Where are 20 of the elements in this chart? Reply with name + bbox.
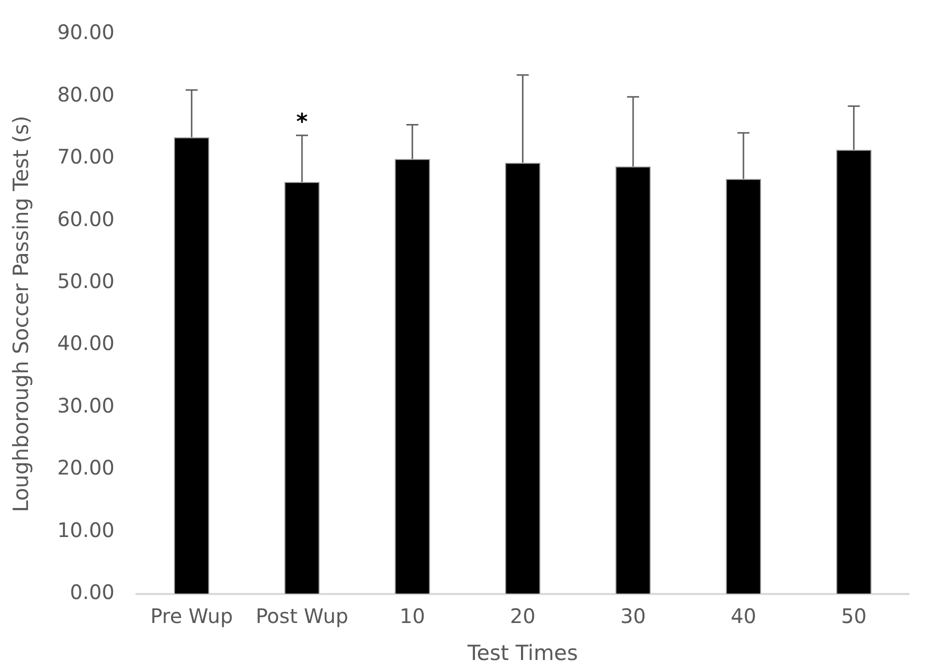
y-tick-label: 70.00	[57, 144, 114, 169]
y-tick-label: 50.00	[57, 269, 114, 294]
y-tick-label: 80.00	[57, 82, 114, 106]
annotation: *	[296, 110, 308, 136]
y-tick-label: 90.00	[57, 20, 114, 44]
x-tick-label: 10	[400, 604, 426, 628]
x-axis-title: Test Times	[466, 640, 578, 665]
x-tick-label: 40	[730, 604, 756, 628]
y-axis-title: Loughborough Soccer Passing Test (s)	[9, 116, 34, 512]
y-tick-label: 40.00	[57, 331, 114, 356]
x-tick-label: Pre Wup	[150, 604, 233, 628]
y-tick-label: 60.00	[57, 206, 114, 231]
y-tick-label: 30.00	[57, 393, 114, 418]
y-tick-label: 0.00	[70, 580, 114, 604]
y-tick-label: 20.00	[57, 456, 114, 480]
y-tick-label: 10.00	[57, 518, 114, 542]
x-tick-label: 20	[510, 604, 536, 628]
x-tick-label: Post Wup	[256, 604, 348, 628]
x-tick-label: 30	[620, 604, 646, 628]
x-tick-label: 50	[841, 604, 867, 628]
